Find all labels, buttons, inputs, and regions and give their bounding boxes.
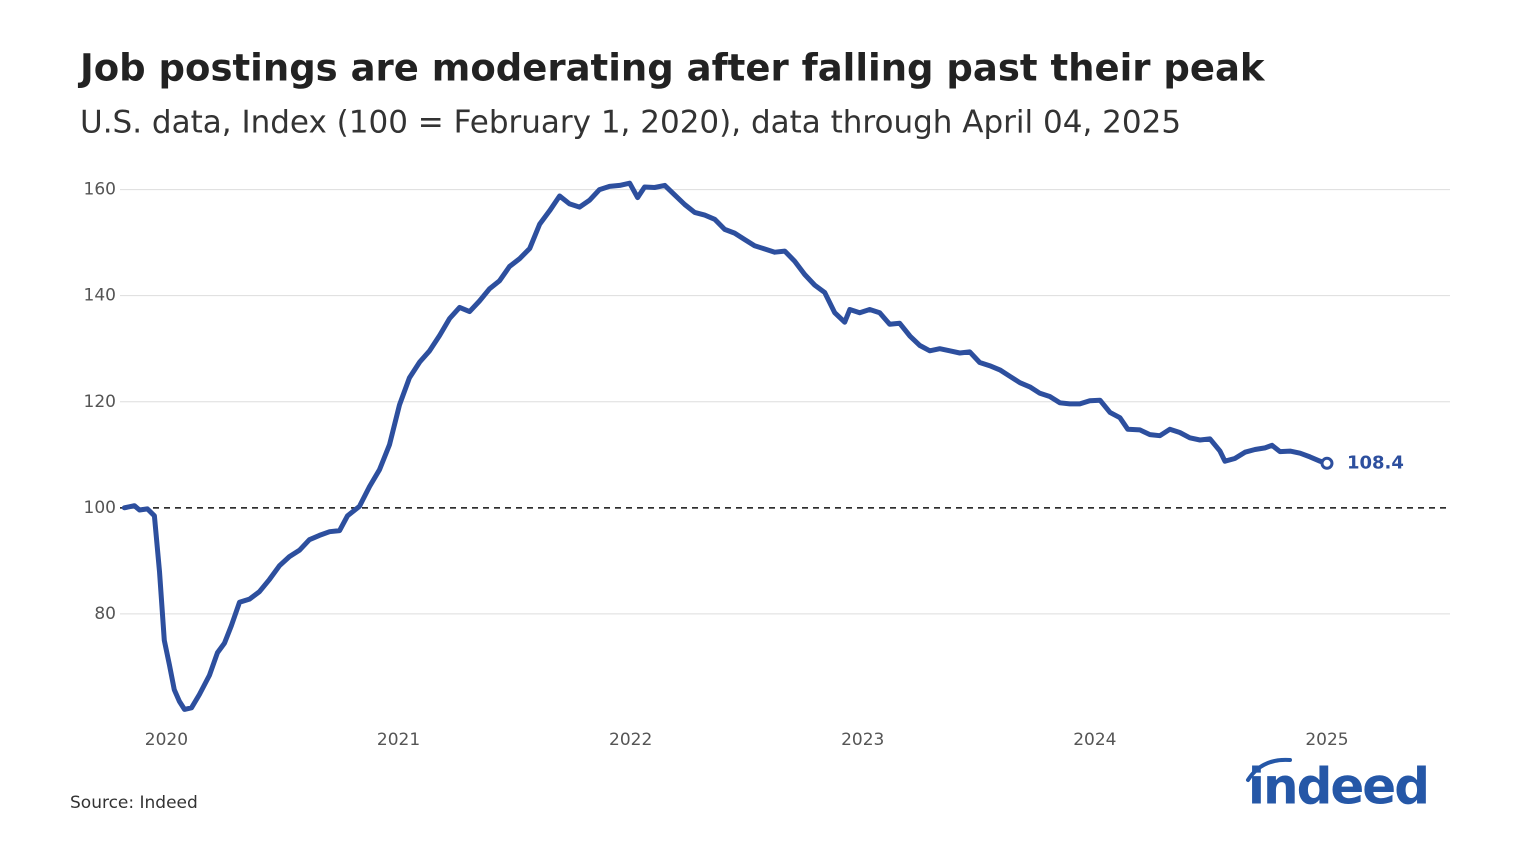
end-marker xyxy=(1320,456,1334,470)
x-tick-label: 2021 xyxy=(377,730,420,750)
end-label: 108.4 xyxy=(1347,452,1404,473)
x-tick-label: 2024 xyxy=(1073,730,1116,750)
source: Source: Indeed xyxy=(70,793,198,813)
y-tick-label: 140 xyxy=(84,286,116,306)
logo: indeed xyxy=(1248,758,1428,816)
x-tick-label: 2023 xyxy=(841,730,884,750)
y-tick-label: 120 xyxy=(84,392,116,412)
y-tick-label: 80 xyxy=(94,604,116,624)
chart-subtitle: U.S. data, Index (100 = February 1, 2020… xyxy=(80,105,1181,141)
chart-title: Job postings are moderating after fallin… xyxy=(77,47,1266,90)
line xyxy=(121,180,1330,712)
x-tick-label: 2025 xyxy=(1305,730,1348,750)
y-tick-label: 100 xyxy=(84,498,116,518)
x-tick-label: 2020 xyxy=(145,730,188,750)
x-tick-label: 2022 xyxy=(609,730,652,750)
y-tick-label: 160 xyxy=(84,180,116,200)
logo-arc xyxy=(1246,757,1292,782)
